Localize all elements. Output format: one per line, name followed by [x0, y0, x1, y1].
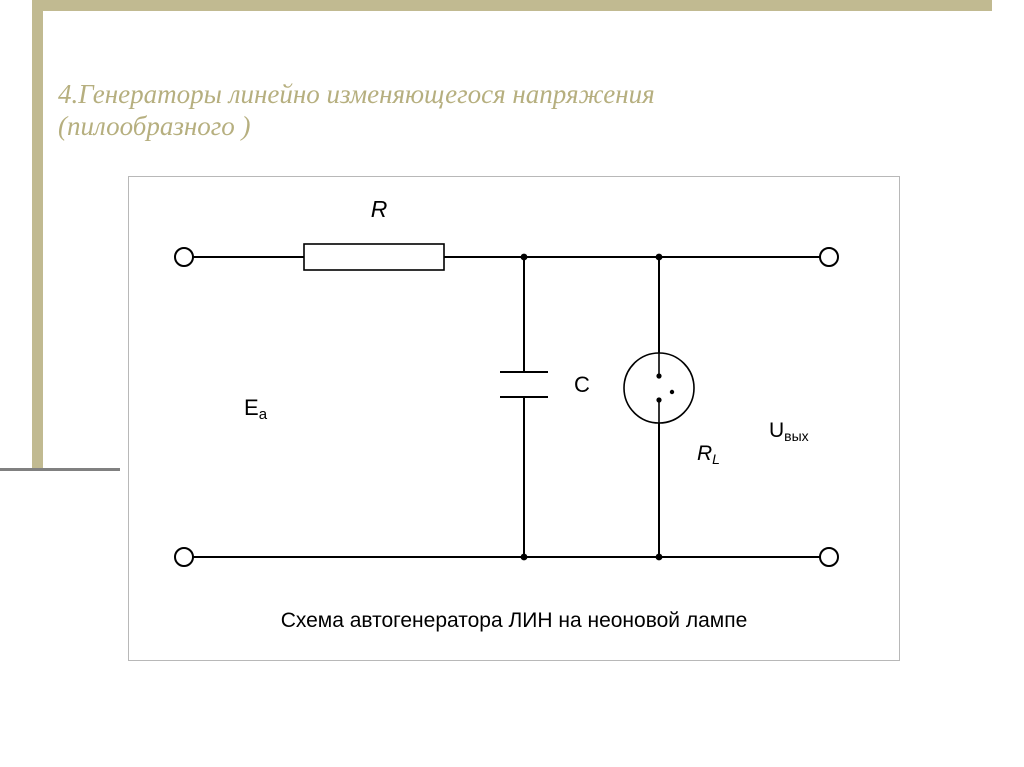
label-Uout: Uвых: [769, 419, 809, 444]
accent-side-bar: [32, 0, 43, 470]
label-Ea: Ea: [244, 395, 268, 423]
accent-mid-rule: [0, 468, 120, 471]
title-line-2: (пилообразного ): [58, 110, 938, 142]
label-C: C: [574, 372, 590, 397]
circuit-diagram: R C Ea RL Uвых Схема автогенератора ЛИН на не…: [128, 176, 900, 661]
label-R: R: [371, 196, 388, 222]
label-RL: RL: [697, 442, 720, 467]
slide-title: 4.Генераторы линейно изменяющегося напря…: [58, 78, 938, 143]
circuit-svg: R C Ea RL Uвых Схема автогенератора ЛИН на не…: [129, 177, 899, 660]
diagram-caption: Схема автогенератора ЛИН на неоновой лам…: [281, 609, 748, 632]
title-line-1: 4.Генераторы линейно изменяющегося напря…: [58, 78, 938, 110]
accent-top-bar: [32, 0, 992, 11]
slide: 4.Генераторы линейно изменяющегося напря…: [0, 0, 1024, 767]
